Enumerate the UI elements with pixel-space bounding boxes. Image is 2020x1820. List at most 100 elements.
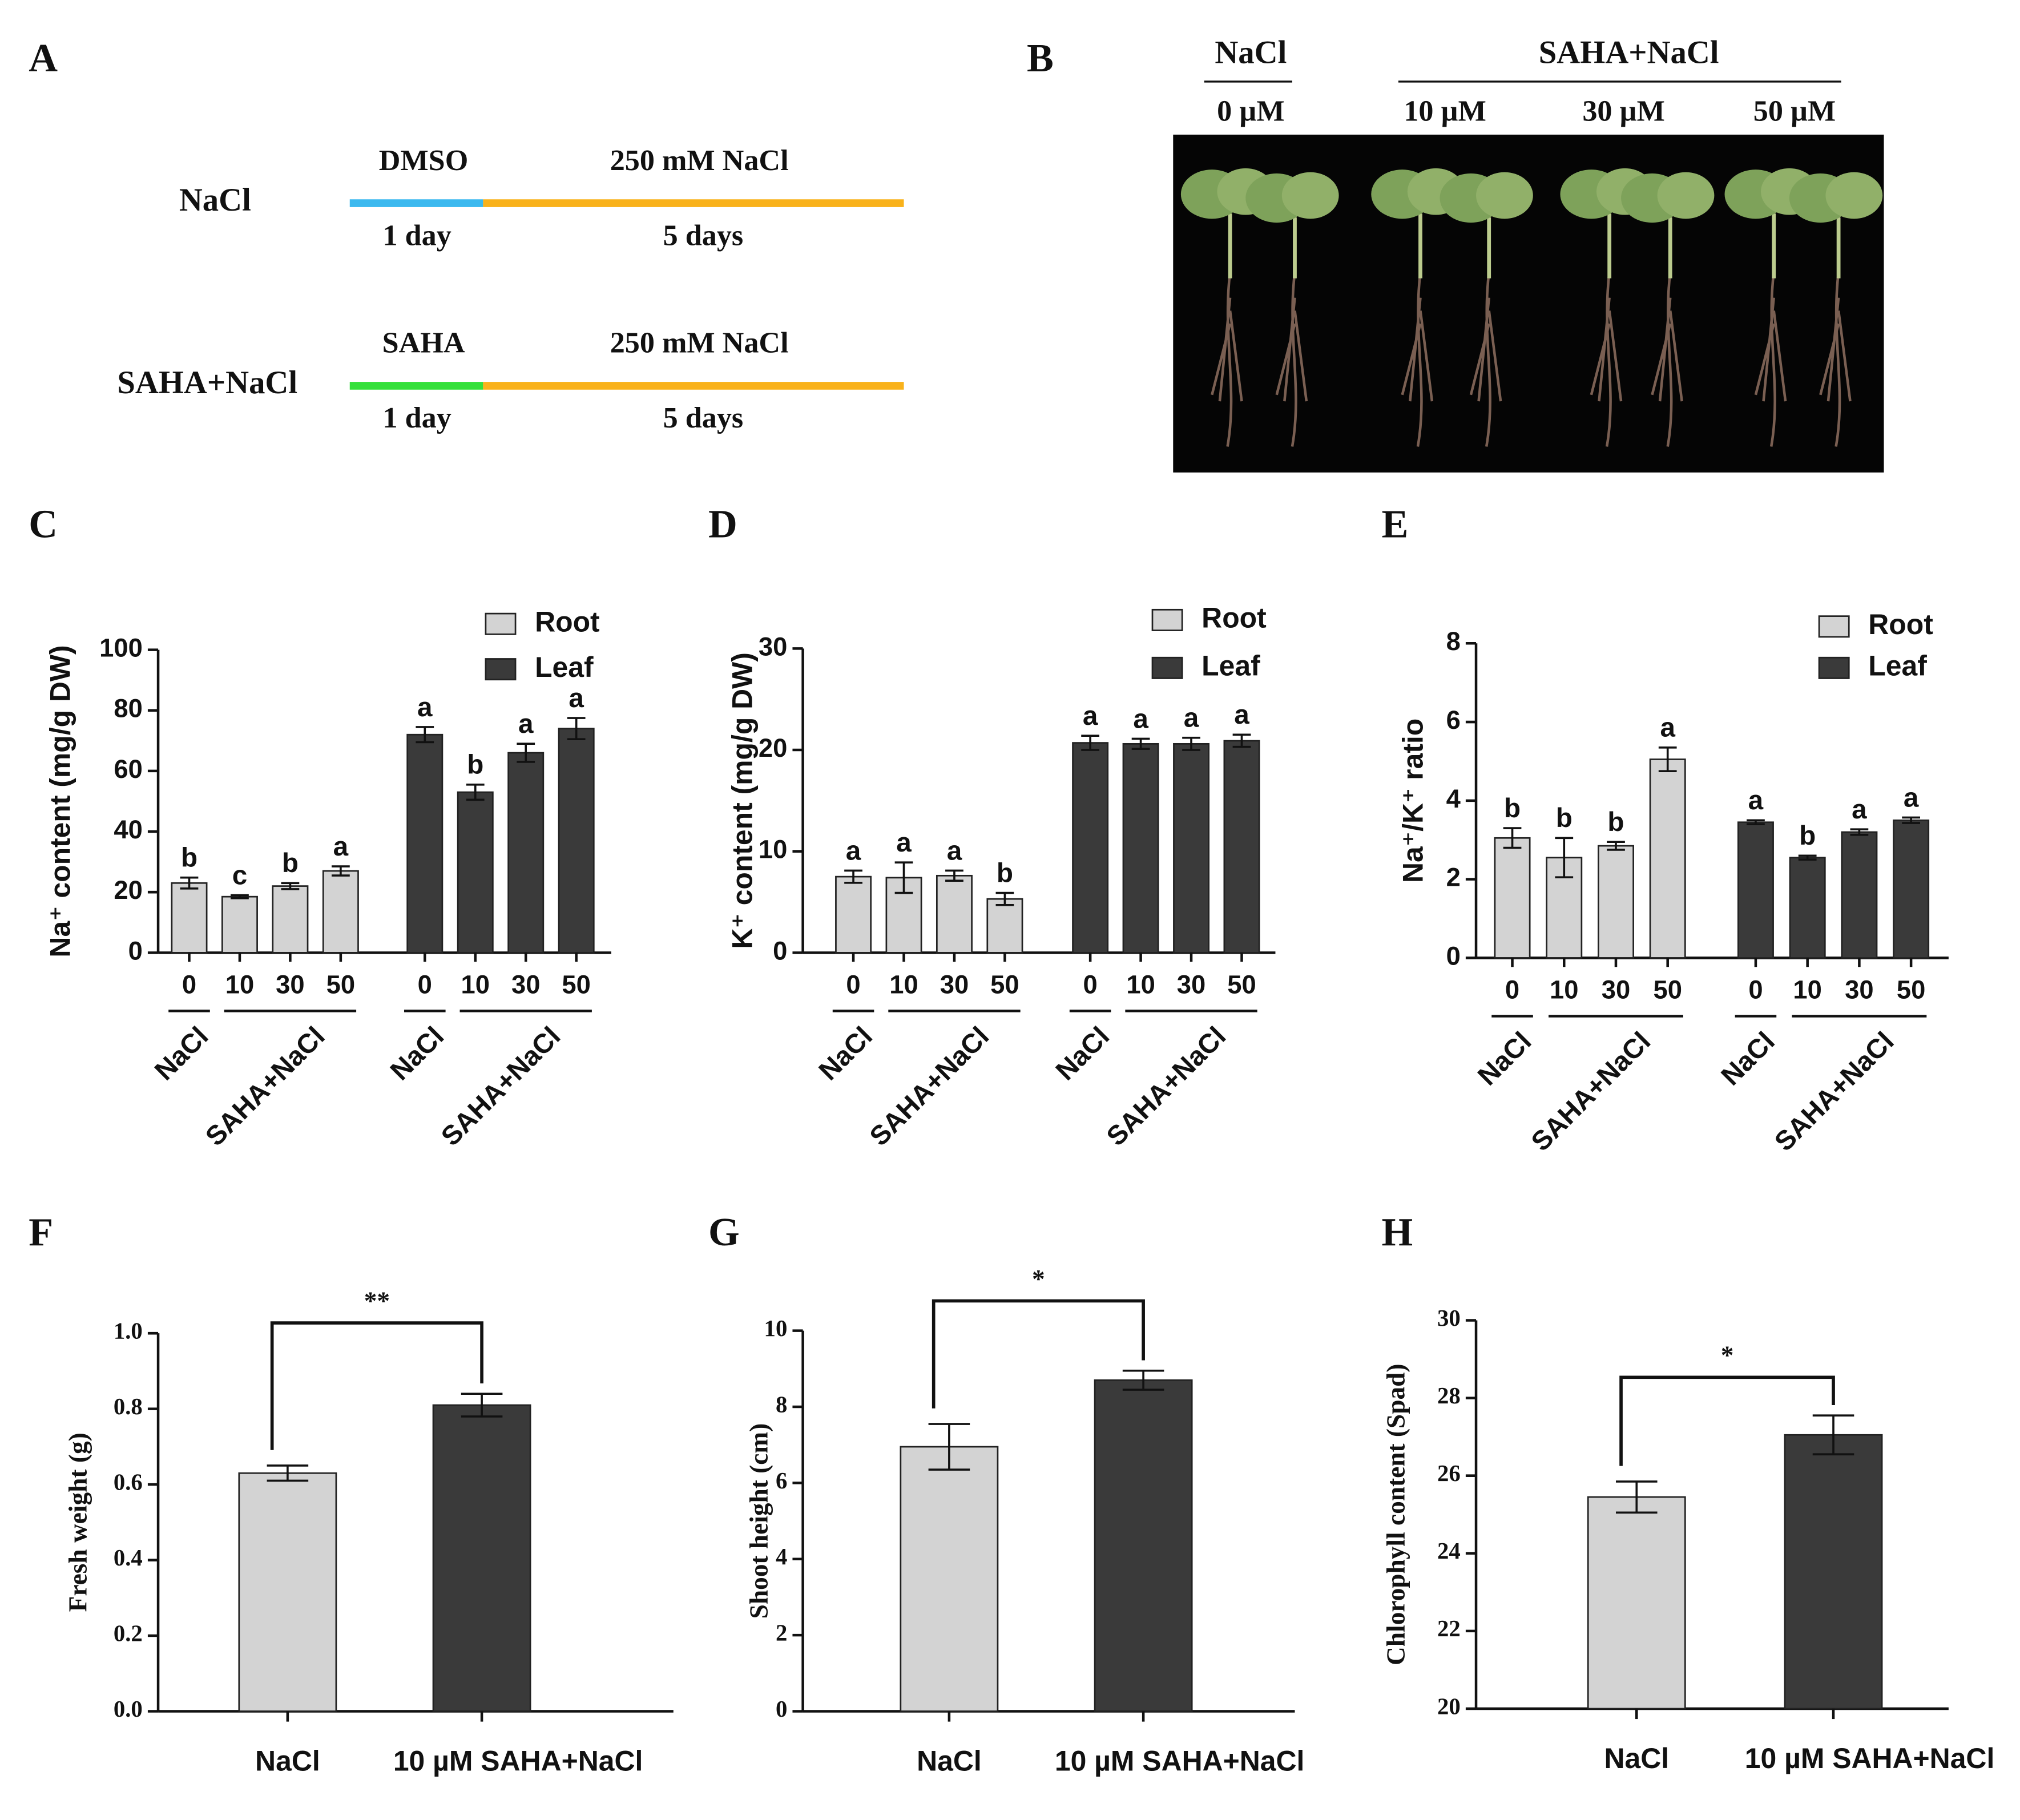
group-label: NaCl: [385, 1021, 450, 1086]
error-bar: [1232, 733, 1251, 748]
x-tick-label: 10 µM SAHA+NaCl: [1055, 1745, 1305, 1777]
y-tick-label: 100: [99, 633, 143, 663]
bar: [900, 1446, 999, 1712]
letter: b: [181, 843, 197, 873]
legend-swatch: [1818, 615, 1850, 638]
error-bar: [1850, 828, 1869, 836]
y-tick-label: 0.6: [114, 1469, 143, 1495]
main-label: 250 mM NaCl: [610, 327, 789, 360]
error-bar: [1607, 841, 1625, 851]
letter: a: [1184, 703, 1199, 733]
main-duration: 5 days: [663, 219, 744, 252]
letter: a: [846, 836, 861, 866]
bar: [406, 733, 443, 954]
letter: a: [1083, 701, 1098, 731]
bar: [1094, 1379, 1193, 1712]
letter: a: [1660, 713, 1675, 743]
legend-swatch: [1151, 656, 1183, 679]
photo-dose: 0 µM: [1217, 95, 1284, 128]
x-tick-label: 10: [461, 970, 490, 999]
letter: b: [1607, 807, 1624, 837]
bar: [507, 752, 545, 954]
bar: [432, 1404, 531, 1712]
main-label: 250 mM NaCl: [610, 144, 789, 177]
x-tick-label: 50: [326, 970, 355, 999]
x-tick-label: 10: [1126, 970, 1155, 999]
letter: a: [896, 828, 912, 858]
bar: [221, 895, 258, 954]
group-label: SAHA+NaCl: [200, 1021, 330, 1152]
legend-label: Leaf: [1201, 650, 1260, 682]
root: [1819, 272, 1852, 447]
pre-duration: 1 day: [383, 219, 451, 252]
x-tick-label: 50: [1897, 975, 1925, 1004]
letter: a: [1852, 794, 1867, 825]
letter: a: [1904, 782, 1919, 813]
error-bar: [466, 783, 485, 801]
error-bar: [416, 726, 434, 744]
y-axis-label: Na⁺/K⁺ ratio: [1397, 719, 1429, 883]
leaf: [1825, 172, 1883, 219]
y-tick-label: 8: [1446, 627, 1461, 656]
significance-bracket: [270, 1321, 483, 1450]
error-bar: [945, 869, 963, 882]
y-axis-label: Shoot height (cm): [744, 1423, 773, 1619]
group-label: NaCl: [1050, 1021, 1115, 1086]
letter: a: [568, 683, 584, 713]
photo-dose: 30 µM: [1582, 95, 1664, 128]
bar: [936, 874, 973, 954]
bar: [1494, 837, 1531, 959]
x-tick-label: 0: [1083, 970, 1098, 999]
group-label: SAHA+NaCl: [864, 1021, 995, 1152]
error-bar: [1615, 1480, 1658, 1514]
x-tick-label: NaCl: [1604, 1742, 1669, 1774]
pre-duration: 1 day: [383, 402, 451, 434]
photo-dose: 10 µM: [1404, 95, 1486, 128]
row-label: SAHA+NaCl: [117, 365, 297, 401]
legend-label: Root: [535, 606, 600, 637]
y-axis-label: K⁺ content (mg/g DW): [727, 652, 759, 949]
y-tick-label: 2: [1446, 863, 1461, 892]
bar: [1737, 821, 1774, 959]
error-bar: [231, 894, 249, 899]
y-tick-label: 10: [759, 835, 787, 864]
panel-label: B: [1027, 36, 1054, 80]
legend-label: Root: [1201, 602, 1267, 634]
letter: b: [282, 848, 299, 878]
y-tick-label: 0: [773, 936, 787, 965]
root: [1754, 272, 1787, 447]
x-tick-label: 10: [1550, 975, 1578, 1004]
x-tick-label: NaCl: [917, 1745, 982, 1777]
x-tick-label: 0: [418, 970, 432, 999]
error-bar: [180, 876, 199, 890]
leaf: [1657, 172, 1715, 219]
x-tick-label: 50: [562, 970, 590, 999]
x-tick-label: 0: [846, 970, 860, 999]
y-tick-label: 30: [759, 632, 787, 661]
bar: [1841, 831, 1878, 959]
group-label: SAHA+NaCl: [1101, 1021, 1232, 1152]
y-tick-label: 20: [114, 875, 142, 905]
significance: *: [1721, 1341, 1734, 1370]
main-duration: 5 days: [663, 402, 744, 434]
error-bar: [1747, 819, 1765, 825]
significance-bracket: [1619, 1375, 1835, 1466]
x-tick-label: 30: [940, 970, 969, 999]
group-label: SAHA+NaCl: [436, 1021, 566, 1152]
y-tick-label: 6: [1446, 705, 1461, 735]
y-tick-label: 40: [114, 815, 142, 844]
significance: *: [1032, 1265, 1045, 1293]
legend-label: Leaf: [1868, 650, 1927, 682]
x-tick-label: 50: [990, 970, 1019, 999]
letter: b: [1556, 803, 1573, 833]
bar: [272, 885, 309, 954]
x-tick-label: 30: [1845, 975, 1873, 1004]
error-bar: [1081, 735, 1100, 751]
root: [1651, 272, 1683, 447]
panel-label: D: [708, 502, 737, 547]
panel-label: E: [1381, 502, 1408, 547]
root: [1211, 272, 1243, 447]
y-tick-label: 0.4: [114, 1545, 143, 1571]
leaf: [1281, 172, 1339, 219]
x-tick-label: 0: [1748, 975, 1763, 1004]
